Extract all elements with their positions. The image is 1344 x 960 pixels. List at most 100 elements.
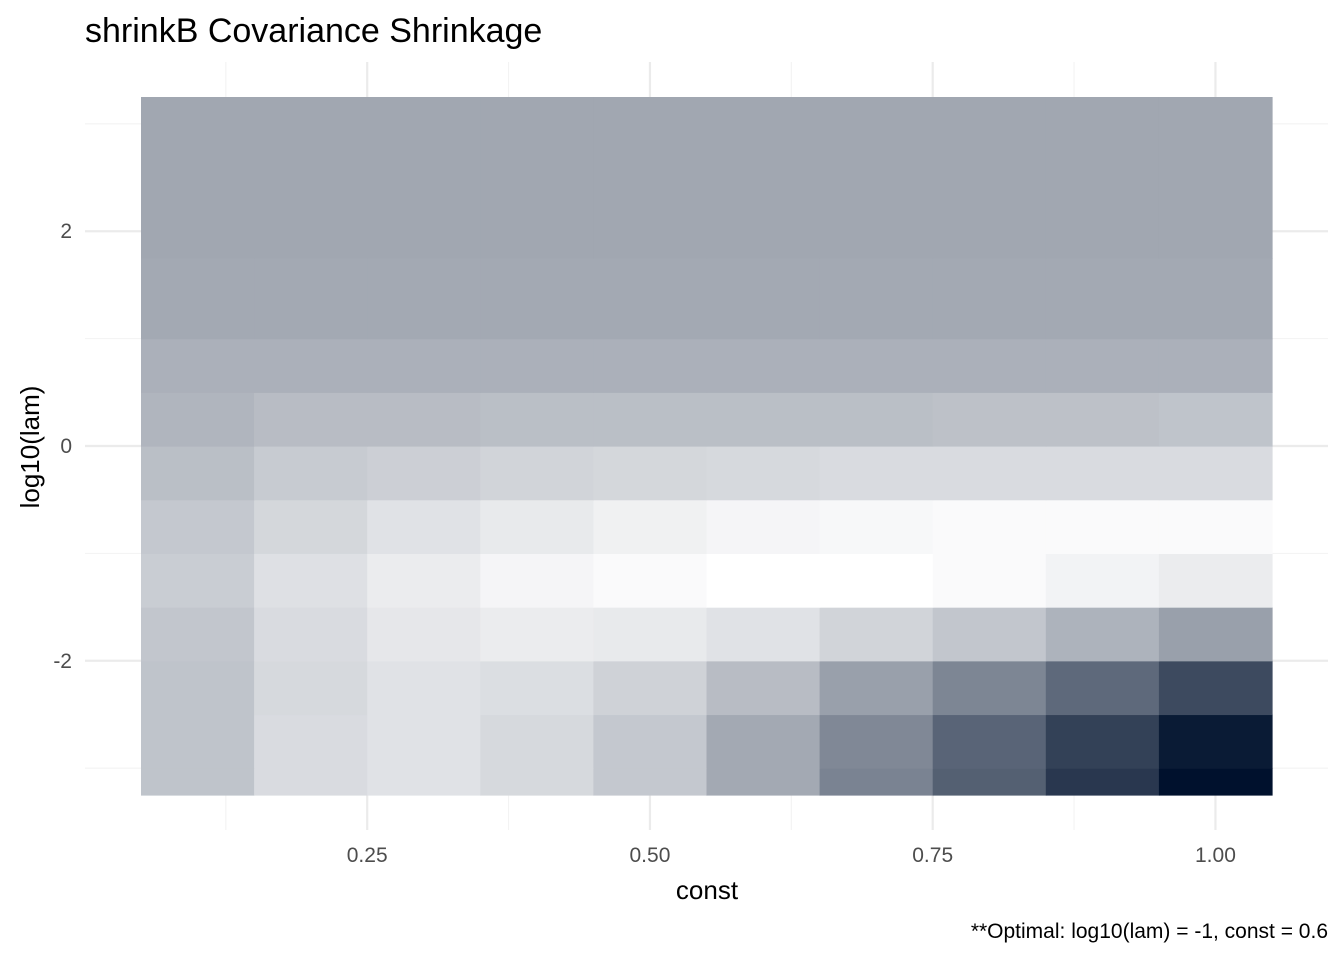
y-tick-label: -2	[53, 650, 72, 673]
heatmap-tile	[1045, 392, 1160, 447]
heatmap-tile	[1158, 714, 1273, 769]
heatmap-tile	[593, 97, 708, 259]
heatmap-tile	[932, 392, 1047, 447]
heatmap-tile	[254, 338, 368, 393]
heatmap-tile	[141, 258, 255, 340]
heatmap-tile	[819, 258, 934, 340]
heatmap-tile	[367, 446, 481, 501]
heatmap-tile	[706, 338, 821, 393]
y-tick-label: 0	[60, 435, 72, 458]
heatmap-tile	[593, 714, 708, 769]
heatmap-tile	[1158, 258, 1273, 340]
heatmap-tile	[593, 338, 708, 393]
heatmap-tile	[141, 446, 255, 501]
heatmap-tile	[367, 714, 481, 769]
heatmap-tile	[367, 660, 481, 716]
heatmap-tile	[254, 499, 368, 554]
heatmap-tile	[141, 392, 255, 447]
heatmap-tile	[480, 499, 594, 554]
heatmap-tile	[932, 768, 1047, 796]
y-axis-title: log10(lam)	[15, 386, 45, 509]
heatmap-tile	[1158, 553, 1273, 608]
heatmap-tile	[1158, 97, 1273, 259]
heatmap-tile	[932, 499, 1047, 554]
heatmap-tile	[932, 97, 1047, 259]
x-tick-label: 1.00	[1195, 844, 1236, 867]
heatmap-tile	[254, 553, 368, 608]
heatmap-tile	[254, 392, 368, 447]
heatmap-tile	[480, 660, 594, 716]
heatmap-tile	[1045, 660, 1160, 716]
heatmap-tile	[367, 338, 481, 393]
heatmap-tile	[1045, 97, 1160, 259]
heatmap-tile	[593, 553, 708, 608]
heatmap-tile	[367, 392, 481, 447]
heatmap-tile	[141, 768, 255, 796]
heatmap-tile	[706, 97, 821, 259]
heatmap-tile	[141, 499, 255, 554]
heatmap-tile	[706, 660, 821, 716]
heatmap-tile	[367, 553, 481, 608]
heatmap-tile	[1158, 499, 1273, 554]
heatmap-tile	[932, 714, 1047, 769]
heatmap-tile	[480, 392, 594, 447]
heatmap-tile	[819, 660, 934, 716]
heatmap-tile	[706, 258, 821, 340]
x-tick-label: 0.25	[347, 844, 388, 867]
heatmap-tile	[141, 714, 255, 769]
heatmap-tile	[819, 446, 934, 501]
heatmap-tile	[254, 97, 368, 259]
heatmap-tile	[819, 97, 934, 259]
heatmap-tile	[367, 499, 481, 554]
heatmap-tile	[593, 392, 708, 447]
heatmap-tile	[141, 338, 255, 393]
heatmap-tile	[480, 446, 594, 501]
heatmap-tile	[480, 338, 594, 393]
heatmap-tile	[706, 553, 821, 608]
heatmap-tile	[1158, 392, 1273, 447]
heatmap-tile	[1045, 499, 1160, 554]
heatmap-tile	[141, 97, 255, 259]
heatmap-tile	[1158, 338, 1273, 393]
heatmap-tile	[593, 446, 708, 501]
heatmap-tile	[254, 607, 368, 662]
heatmap-tile	[1158, 768, 1273, 796]
heatmap-tile	[706, 446, 821, 501]
heatmap-tile	[932, 553, 1047, 608]
heatmap-tile	[819, 499, 934, 554]
heatmap-tile	[1045, 338, 1160, 393]
heatmap-tile	[254, 768, 368, 796]
heatmap-tile	[367, 97, 481, 259]
heatmap-tile	[593, 768, 708, 796]
heatmap-tile	[141, 607, 255, 662]
chart-caption: **Optimal: log10(lam) = -1, const = 0.6	[971, 920, 1328, 943]
heatmap-tile	[254, 258, 368, 340]
heatmap-tile	[819, 768, 934, 796]
heatmap-tile	[932, 446, 1047, 501]
x-tick-label: 0.50	[630, 844, 671, 867]
heatmap-tile	[593, 660, 708, 716]
heatmap-tile	[932, 607, 1047, 662]
heatmap-tile	[932, 660, 1047, 716]
heatmap-tile	[1158, 446, 1273, 501]
heatmap-tile	[706, 714, 821, 769]
heatmap-tile	[593, 258, 708, 340]
heatmap-tile	[480, 553, 594, 608]
heatmap-tile	[141, 553, 255, 608]
heatmap-tile	[254, 660, 368, 716]
heatmap-tile	[367, 607, 481, 662]
tick-labels: 0.25 0.50 0.75 1.00 -2 0 2	[53, 220, 1236, 867]
y-tick-label: 2	[60, 220, 72, 243]
heatmap-tile	[480, 97, 594, 259]
heatmap-tile	[819, 714, 934, 769]
heatmap-tile	[706, 607, 821, 662]
heatmap-tile	[1158, 660, 1273, 716]
heatmap-tile	[1045, 258, 1160, 340]
heatmap-tile	[254, 446, 368, 501]
x-axis-title: const	[676, 875, 739, 905]
heatmap-tile	[254, 714, 368, 769]
x-tick-label: 0.75	[912, 844, 953, 867]
heatmap-tile	[593, 607, 708, 662]
